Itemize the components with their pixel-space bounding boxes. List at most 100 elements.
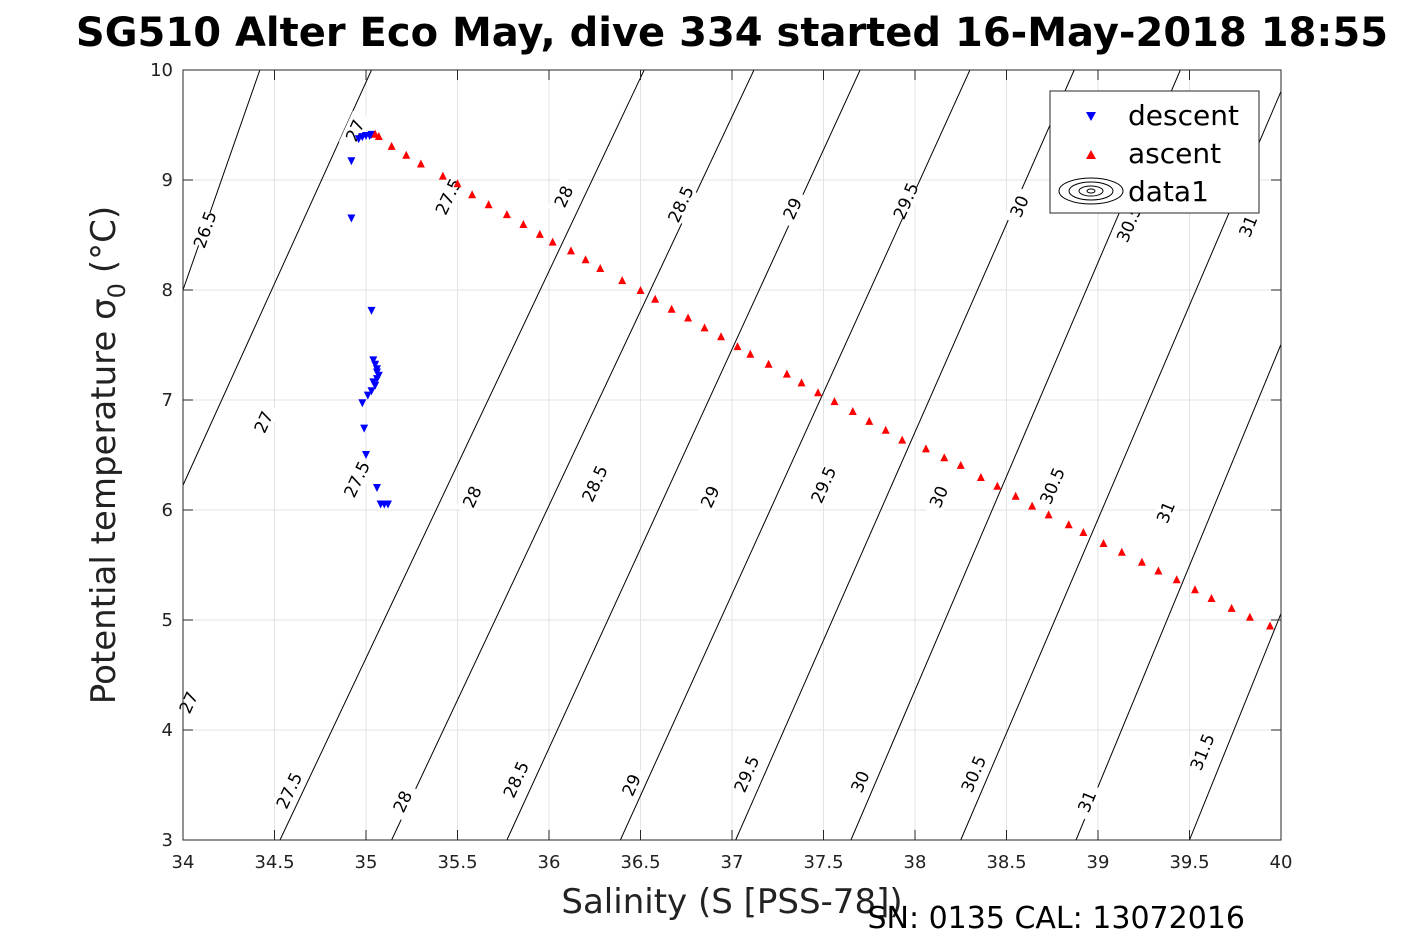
contour-label-bg [340, 459, 374, 499]
ascent-point [881, 425, 890, 434]
x-tick-label: 34.5 [254, 852, 294, 873]
descent-point [367, 387, 376, 396]
legend-data1-label: data1 [1128, 175, 1209, 208]
ascent-point [848, 407, 857, 415]
legend-descent-marker [1086, 112, 1096, 121]
legend-ascent-label: ascent [1128, 137, 1221, 170]
contour-label-bg [776, 188, 809, 229]
calibration-footer: SN: 0135 CAL: 13072016 [867, 901, 1245, 936]
ascent-point [667, 304, 676, 313]
x-tick-label: 36 [538, 852, 561, 873]
ascent-point [940, 453, 949, 462]
ascent-point [1245, 612, 1254, 621]
descent-point [372, 375, 381, 384]
ascent-series [371, 129, 1275, 630]
contour-line-27.5 [279, 70, 645, 840]
legend-ascent-marker [1086, 150, 1096, 159]
ascent-point [581, 255, 590, 264]
descent-point [347, 214, 356, 223]
contour-label-bg [1071, 781, 1103, 822]
ascent-point [468, 190, 477, 199]
ascent-point [956, 460, 965, 469]
ascent-point [519, 220, 528, 228]
y-tick-label: 8 [162, 280, 173, 301]
contour-label-bg [547, 176, 580, 217]
descent-point [371, 381, 380, 390]
contour-label-bg [889, 181, 922, 221]
descent-point [383, 500, 392, 509]
ascent-point [484, 200, 493, 209]
x-tick-label: 35.5 [437, 852, 477, 873]
ascent-point [1079, 528, 1088, 536]
x-tick-label: 40 [1270, 852, 1293, 873]
contour-label-bg [807, 465, 840, 505]
descent-point [360, 424, 369, 433]
legend-box [1049, 90, 1260, 214]
ascent-point [1044, 510, 1053, 519]
x-tick-label: 39 [1087, 852, 1110, 873]
x-axis-label: Salinity (S [PSS-78]) [561, 882, 902, 922]
contour-label-bg [247, 402, 280, 442]
ascent-point [453, 179, 462, 188]
ascent-point [1011, 491, 1020, 500]
ascent-point [535, 229, 544, 238]
ascent-point [717, 332, 726, 341]
ascent-point [636, 286, 645, 294]
y-axis-label-main: Potential temperature σ [84, 298, 124, 704]
ascent-point [814, 388, 823, 397]
contour-label-bg [730, 754, 763, 794]
contour-label-bg [578, 463, 611, 504]
contour-label-bg [922, 477, 955, 517]
contour-label-bg [1003, 186, 1036, 226]
ascent-point [374, 132, 383, 140]
contour-label-bg [664, 184, 697, 224]
contour-label-bg [272, 770, 306, 811]
x-tick-label: 38 [904, 852, 927, 873]
ascent-point [733, 342, 742, 351]
y-tick-label: 6 [162, 500, 173, 521]
ascent-point [387, 141, 396, 150]
ascent-point [797, 378, 806, 387]
y-axis-label: Potential temperature σ0 (°C) [84, 206, 131, 704]
ascent-point [1190, 585, 1199, 594]
y-tick-label: 7 [162, 390, 173, 411]
x-tick-label: 35 [355, 852, 378, 873]
ascent-point [1099, 539, 1108, 547]
x-tick-label: 36.5 [620, 852, 660, 873]
contour-label-bg [386, 781, 419, 822]
contour-line-27 [183, 70, 372, 487]
ascent-point [993, 481, 1002, 490]
ascent-point [700, 323, 709, 332]
contour-label-bg [1149, 492, 1182, 532]
y-tick-label: 9 [162, 170, 173, 191]
contour-label-bg [1113, 204, 1145, 244]
ascent-point [830, 397, 839, 406]
x-tick-label: 37 [721, 852, 744, 873]
ascent-point [1028, 501, 1037, 510]
y-tick-label: 5 [162, 610, 173, 631]
y-tick-label: 10 [150, 60, 173, 81]
y-tick-label: 4 [162, 720, 173, 741]
descent-point [367, 130, 376, 139]
y-tick-label: 3 [162, 830, 173, 851]
ascent-point [1266, 621, 1275, 630]
ascent-point [566, 246, 575, 255]
ascent-point [1064, 520, 1073, 529]
ascent-point [1227, 603, 1236, 612]
ascent-point [416, 159, 425, 168]
contour-label-bg [189, 210, 221, 249]
y-axis-label-sub: 0 [103, 283, 131, 298]
contour-label-bg [499, 759, 533, 800]
descent-point [363, 391, 372, 400]
y-axis-label-unit: (°C) [84, 206, 124, 273]
contour-line-26.5 [183, 70, 261, 291]
x-axis-ticks: 34 34.5 35 35.5 36 36.5 37 37.5 38 38.5 39 39.5 40 [172, 70, 1293, 873]
contour-label-bg [615, 765, 648, 805]
ascent-point [976, 473, 985, 481]
contour-label-bg [957, 754, 990, 794]
contour-line-31 [1075, 343, 1281, 840]
ascent-point [1207, 594, 1216, 602]
ascent-point [618, 276, 627, 285]
chart-title: SG510 Alter Eco May, dive 334 started 16… [76, 10, 1388, 56]
